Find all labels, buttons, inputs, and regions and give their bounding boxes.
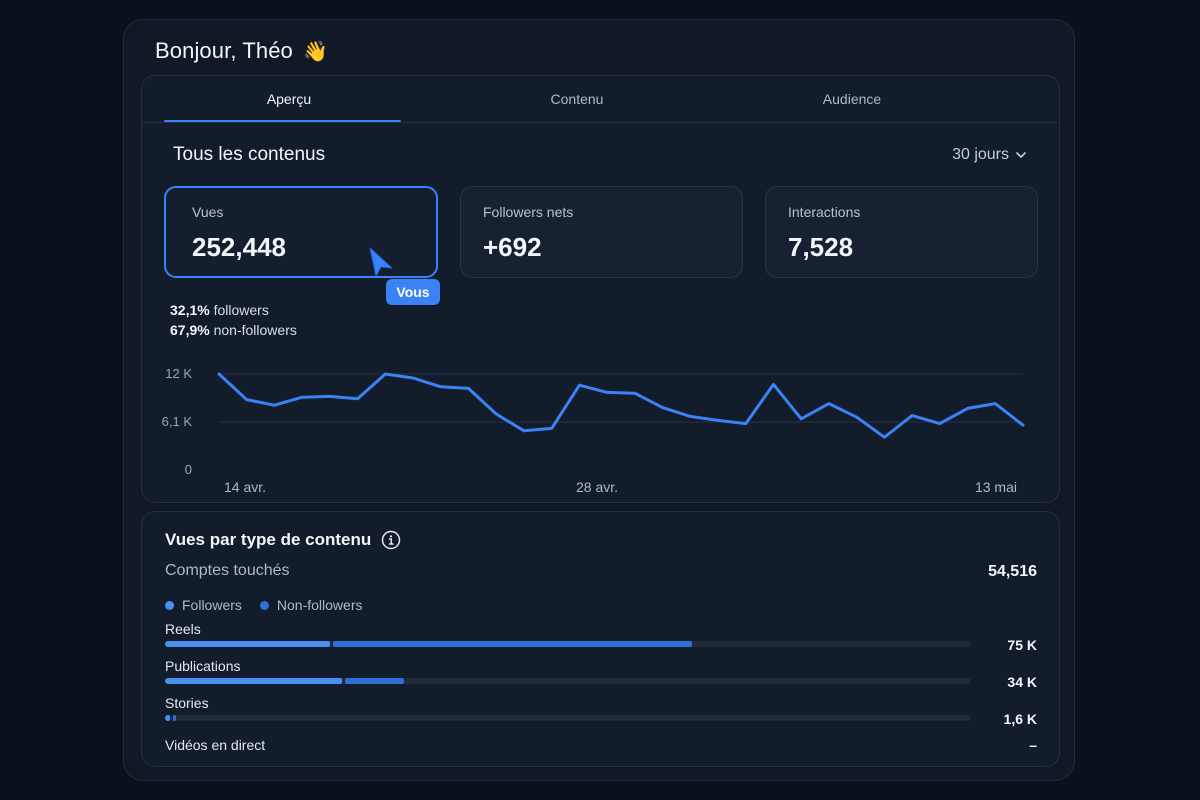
nonfollowers-bar-segment <box>172 715 177 721</box>
mouse-pointer-icon <box>369 247 393 277</box>
content-type-label: Stories <box>165 695 209 711</box>
y-tick-label: 6,1 K <box>162 414 193 429</box>
followers-bar-segment <box>165 641 331 647</box>
period-value: 30 jours <box>952 146 1009 163</box>
tab-audience[interactable]: Audience <box>822 91 882 107</box>
metric-value: 7,528 <box>788 232 854 262</box>
nonfollowers-bar-segment <box>345 678 405 684</box>
followers-bar-segment <box>165 678 343 684</box>
nonfollowers-share: 67,9% non-followers <box>170 320 297 340</box>
x-tick-label: 14 avr. <box>224 479 266 495</box>
tab-contenu[interactable]: Contenu <box>550 91 604 107</box>
dashboard-panel: Bonjour, Théo 👋 Aperçu Contenu Audience … <box>123 19 1075 781</box>
content-type-header: Vues par type de contenu <box>165 530 401 550</box>
waving-hand-emoji: 👋 <box>303 41 329 63</box>
legend: Followers Non-followers <box>165 597 363 613</box>
content-type-value: 75 K <box>1007 637 1037 653</box>
tab-bar: Aperçu Contenu Audience <box>142 76 1059 123</box>
reach-value: 54,516 <box>988 563 1037 580</box>
metric-card-vues[interactable]: Vues 252,448 <box>164 186 438 278</box>
metric-label: Vues <box>192 204 224 220</box>
metric-label: Interactions <box>788 204 861 220</box>
metric-card-followers-nets[interactable]: Followers nets +692 <box>460 186 743 278</box>
reach-label: Comptes touchés <box>165 562 290 579</box>
active-tab-indicator <box>164 120 401 122</box>
section-title: Tous les contenus <box>173 144 326 165</box>
content-type-label: Publications <box>165 658 241 674</box>
greeting: Bonjour, Théo 👋 <box>155 38 328 64</box>
nonfollowers-bar-segment <box>333 641 692 647</box>
legend-dot-icon <box>165 600 174 610</box>
x-tick-label: 13 mai <box>975 479 1017 495</box>
metric-value: +692 <box>483 232 542 262</box>
views-line-chart: 12 K 6,1 K 0 14 avr. 28 avr. 13 mai <box>162 366 1025 495</box>
legend-label: Non-followers <box>276 597 363 613</box>
legend-label: Followers <box>182 597 242 613</box>
content-type-bar-track <box>165 715 971 721</box>
legend-dot-icon <box>259 600 269 610</box>
nonfollowers-share-label: non-followers <box>213 322 297 338</box>
y-tick-label: 12 K <box>165 366 192 381</box>
followers-share-label: followers <box>213 302 269 318</box>
views-series-line <box>217 372 1025 439</box>
followers-pct: 32,1% <box>170 302 210 318</box>
info-icon[interactable] <box>381 530 401 550</box>
metric-card-interactions[interactable]: Interactions 7,528 <box>765 186 1038 278</box>
legend-item-followers: Followers <box>165 597 242 613</box>
content-type-label: Vidéos en direct <box>165 737 266 753</box>
followers-bar-segment <box>165 715 170 721</box>
greeting-text: Bonjour, Théo <box>155 38 293 63</box>
followers-share: 32,1% followers <box>170 300 297 320</box>
tab-apercu[interactable]: Aperçu <box>266 91 312 107</box>
nonfollowers-pct: 67,9% <box>170 322 210 338</box>
legend-item-nonfollowers: Non-followers <box>259 597 363 613</box>
content-type-bar-track <box>165 641 971 647</box>
content-type-card: Vues par type de contenu Comptes touchés… <box>141 511 1060 767</box>
audience-split: 32,1% followers 67,9% non-followers <box>170 300 297 340</box>
content-type-label: Reels <box>165 621 201 637</box>
content-type-value: 1,6 K <box>1003 711 1037 727</box>
y-tick-label: 0 <box>185 462 192 477</box>
content-type-value: 34 K <box>1007 674 1037 690</box>
content-type-value: – <box>1029 737 1037 753</box>
content-type-bar-track <box>165 678 971 684</box>
content-type-title: Vues par type de contenu <box>165 530 372 549</box>
metric-value: 252,448 <box>192 232 286 262</box>
overview-card: Aperçu Contenu Audience Tous les contenu… <box>141 75 1060 503</box>
user-tooltip: Vous <box>386 279 440 305</box>
period-dropdown[interactable]: 30 jours <box>952 146 1027 164</box>
chevron-down-icon <box>1016 152 1026 158</box>
metric-label: Followers nets <box>483 204 574 220</box>
x-tick-label: 28 avr. <box>576 479 618 495</box>
